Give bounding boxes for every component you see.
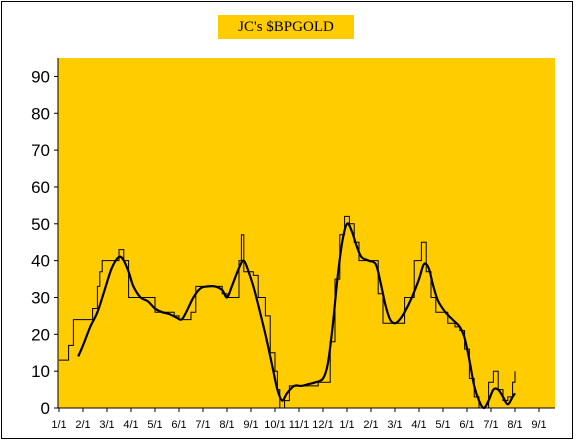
y-tick-label: 10 [31,362,50,381]
x-tick-label: 3/1 [99,419,114,431]
series-line-smooth [77,222,516,410]
x-tick-label: 7/1 [195,419,210,431]
chart-title: JC's $BPGOLD [218,15,354,39]
x-tick-label: 1/1 [51,419,66,431]
x-tick-label: 8/1 [507,419,522,431]
x-tick-label: 1/1 [339,419,354,431]
x-tick-label: 6/1 [459,419,474,431]
x-tick-label: 3/1 [387,419,402,431]
x-tick-label: 2/1 [363,419,378,431]
x-tick-label: 4/1 [411,419,426,431]
x-tick-label: 5/1 [147,419,162,431]
x-tick-label: 4/1 [123,419,138,431]
x-tick-label: 8/1 [219,419,234,431]
y-tick-label: 20 [31,325,50,344]
y-tick-label: 80 [31,104,50,123]
x-tick-label: 9/1 [243,419,258,431]
y-tick-label: 0 [41,399,50,418]
x-tick-label: 11/1 [289,419,310,431]
y-tick-label: 50 [31,215,50,234]
x-tick-label: 9/1 [531,419,546,431]
x-tick-label: 6/1 [171,419,186,431]
y-tick-label: 30 [31,288,50,307]
x-tick-label: 7/1 [483,419,498,431]
plot-background [58,58,555,408]
x-tick-label: 12/1 [312,419,333,431]
y-tick-label: 90 [31,67,50,86]
x-tick-label: 2/1 [75,419,90,431]
y-tick-label: 40 [31,252,50,271]
x-tick-label: 10/1 [264,419,285,431]
y-tick-label: 70 [31,141,50,160]
y-tick-label: 60 [31,178,50,197]
x-tick-label: 5/1 [435,419,450,431]
